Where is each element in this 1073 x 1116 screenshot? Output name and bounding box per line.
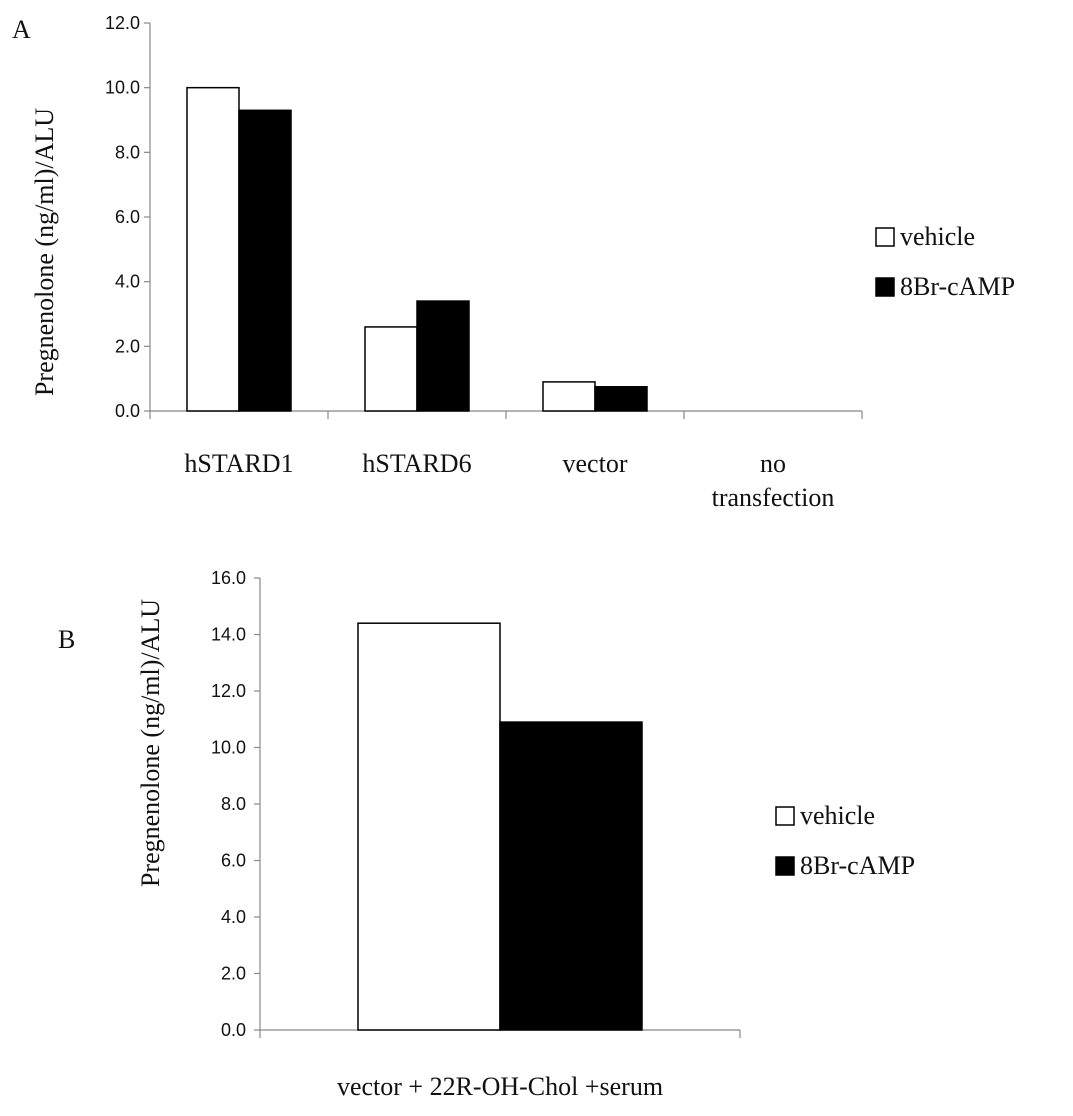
bar-vehicle — [542, 381, 596, 412]
y-tick-label: 2.0 — [115, 336, 140, 356]
y-tick-label: 4.0 — [221, 907, 246, 927]
y-tick-label: 6.0 — [115, 207, 140, 227]
legend-a: vehicle 8Br-cAMP — [875, 222, 1015, 301]
legend-label: 8Br-cAMP — [800, 851, 915, 880]
bar-8br-camp — [238, 109, 292, 412]
y-tick-label: 8.0 — [115, 142, 140, 162]
legend-label: vehicle — [800, 801, 875, 830]
legend-swatch — [875, 227, 895, 247]
x-category-label: no transfection — [712, 449, 835, 512]
bar-vehicle — [364, 326, 418, 412]
legend-swatch — [775, 856, 795, 876]
y-tick-label: 4.0 — [115, 272, 140, 292]
y-tick-label: 12.0 — [211, 681, 246, 701]
y-axis-label-a: Pregnenolone (ng/ml)/ALU — [30, 108, 59, 396]
y-tick-label: 8.0 — [221, 794, 246, 814]
y-tick-label: 10.0 — [211, 738, 246, 758]
x-category-label: vector — [563, 449, 628, 478]
y-tick-label: 16.0 — [211, 568, 246, 588]
bar-vehicle — [186, 86, 240, 412]
y-tick-label: 6.0 — [221, 851, 246, 871]
y-axis-label-b: Pregnenolone (ng/ml)/ALU — [136, 599, 165, 887]
bar-8br-camp — [416, 300, 470, 412]
y-tick-label: 10.0 — [105, 78, 140, 98]
chart-panel-b: B Pregnenolone (ng/ml)/ALU 0.0 2.0 4.0 6.0 8… — [58, 568, 741, 1101]
x-category-label: hSTARD6 — [362, 449, 471, 478]
x-category-label: vector + 22R-OH-Chol +serum — [337, 1072, 663, 1101]
legend-label: vehicle — [900, 222, 975, 251]
bar-vehicle — [357, 622, 501, 1031]
chart-panel-a: A Pregnenolone (ng/ml)/ALU 0.0 2.0 4.0 6.0 8… — [12, 13, 863, 512]
panel-label-a: A — [12, 15, 31, 44]
y-tick-label: 0.0 — [221, 1020, 246, 1040]
legend-b: vehicle 8Br-cAMP — [775, 801, 915, 880]
bar-8br-camp — [594, 386, 648, 412]
legend-swatch — [875, 277, 895, 297]
y-tick-label: 2.0 — [221, 964, 246, 984]
bar-8br-camp — [499, 721, 643, 1031]
y-tick-label: 14.0 — [211, 625, 246, 645]
x-category-label: hSTARD1 — [184, 449, 293, 478]
panel-label-b: B — [58, 625, 75, 654]
legend-swatch — [775, 806, 795, 826]
y-tick-label: 0.0 — [115, 401, 140, 421]
legend-label: 8Br-cAMP — [900, 272, 1015, 301]
y-tick-label: 12.0 — [105, 13, 140, 33]
